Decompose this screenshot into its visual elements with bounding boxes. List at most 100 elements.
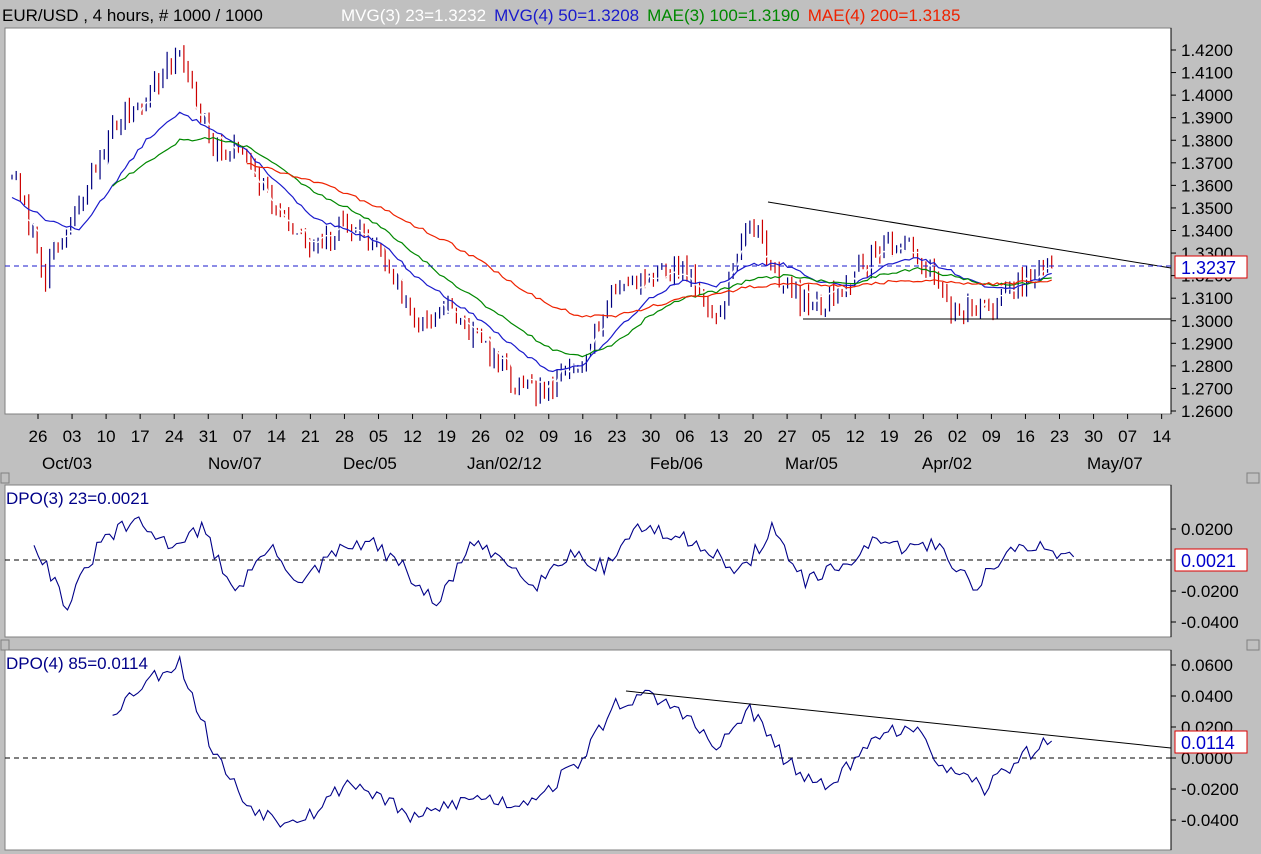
panel-resize-handle-1[interactable] bbox=[1246, 472, 1260, 484]
dpo3-last-value: 0.0021 bbox=[1181, 551, 1236, 571]
dpo3-plot-area[interactable] bbox=[4, 484, 1172, 638]
price-tick-label: 1.4100 bbox=[1181, 64, 1233, 83]
panel-resize-handle-2[interactable] bbox=[1246, 639, 1260, 651]
dpo4-tick-label: -0.0200 bbox=[1181, 780, 1239, 799]
price-tick-label: 1.3900 bbox=[1181, 109, 1233, 128]
chart-header: EUR/USD , 4 hours, # 1000 / 1000 bbox=[2, 6, 263, 25]
date-label: 24 bbox=[165, 427, 184, 446]
month-label: Jan/02/12 bbox=[467, 454, 542, 473]
date-label: 14 bbox=[1152, 427, 1171, 446]
month-label: May/07 bbox=[1087, 454, 1143, 473]
dpo4-last-box bbox=[1174, 730, 1248, 754]
legend-mvg4: MVG(4) 50=1.3208 bbox=[494, 6, 639, 25]
date-label: 05 bbox=[369, 427, 388, 446]
month-label: Feb/06 bbox=[650, 454, 703, 473]
dpo3-tick-label: 0.0200 bbox=[1181, 520, 1233, 539]
date-label: 27 bbox=[778, 427, 797, 446]
dpo4-trendline bbox=[625, 690, 1172, 749]
dpo4-last-value: 0.0114 bbox=[1181, 733, 1235, 753]
month-label: Oct/03 bbox=[42, 454, 92, 473]
date-label: 02 bbox=[948, 427, 967, 446]
dpo3-series bbox=[33, 516, 1075, 611]
price-tick-label: 1.2600 bbox=[1181, 402, 1233, 421]
price-moving-averages bbox=[11, 86, 1052, 389]
panel-resize-handle-0[interactable] bbox=[0, 472, 10, 484]
date-label: 12 bbox=[846, 427, 865, 446]
date-label: 09 bbox=[539, 427, 558, 446]
date-label: 21 bbox=[301, 427, 320, 446]
price-candles bbox=[11, 45, 1053, 407]
panel-resize-handle-3[interactable] bbox=[0, 639, 10, 651]
date-label: 31 bbox=[199, 427, 218, 446]
date-label: 06 bbox=[675, 427, 694, 446]
price-tick-label: 1.3600 bbox=[1181, 176, 1233, 195]
dpo3-tick-label: -0.0400 bbox=[1181, 613, 1239, 632]
price-tick-label: 1.3800 bbox=[1181, 131, 1233, 150]
dpo3-line bbox=[33, 516, 1075, 611]
date-label: 26 bbox=[914, 427, 933, 446]
mae3-line bbox=[112, 136, 1052, 358]
dpo4-tick-label: -0.0400 bbox=[1181, 811, 1239, 830]
legend-mae4: MAE(4) 200=1.3185 bbox=[808, 6, 961, 25]
price-tick-label: 1.2900 bbox=[1181, 334, 1233, 353]
last-price-value: 1.3237 bbox=[1181, 258, 1236, 278]
price-tick-label: 1.2700 bbox=[1181, 379, 1233, 398]
dpo3-tick-label: -0.0200 bbox=[1181, 582, 1239, 601]
month-label: Dec/05 bbox=[343, 454, 397, 473]
price-tick-label: 1.3500 bbox=[1181, 199, 1233, 218]
date-label: 07 bbox=[233, 427, 252, 446]
date-label: 05 bbox=[812, 427, 831, 446]
date-label: 16 bbox=[1016, 427, 1035, 446]
month-label: Apr/02 bbox=[922, 454, 972, 473]
dpo3-axis: 0.0200 -0.0200 -0.0400 bbox=[1170, 485, 1239, 637]
mvg4-line bbox=[11, 111, 1052, 373]
instrument-title: EUR/USD , 4 hours, # 1000 / 1000 bbox=[2, 6, 263, 25]
dpo4-panel[interactable]: DPO(4) 85=0.0114 0.06000.04000.02000.000… bbox=[4, 649, 1248, 851]
date-label: 03 bbox=[63, 427, 82, 446]
dpo4-tick-label: 0.0600 bbox=[1181, 656, 1233, 675]
dpo3-panel[interactable]: DPO(3) 23=0.0021 0.0200 -0.0200 -0.0400 0.… bbox=[4, 484, 1248, 638]
dpo4-series bbox=[112, 654, 1053, 828]
price-tick-label: 1.4200 bbox=[1181, 41, 1233, 60]
price-tick-label: 1.3000 bbox=[1181, 312, 1233, 331]
dpo3-last-box bbox=[1174, 548, 1248, 572]
date-label: 28 bbox=[335, 427, 354, 446]
price-axis: 1.4200 1.4100 1.4000 1.3900 1.3800 1.3700 1.36… bbox=[1170, 28, 1233, 421]
date-label: 12 bbox=[403, 427, 422, 446]
date-label: 26 bbox=[471, 427, 490, 446]
date-label: 13 bbox=[710, 427, 729, 446]
price-tick-label: 1.3700 bbox=[1181, 154, 1233, 173]
date-label: 16 bbox=[573, 427, 592, 446]
date-label: 02 bbox=[505, 427, 524, 446]
price-panel[interactable]: 1.4200 1.4100 1.4000 1.3900 1.3800 1.3700 1.36… bbox=[4, 27, 1248, 473]
price-tick-label: 1.3400 bbox=[1181, 222, 1233, 241]
price-plot-area[interactable] bbox=[4, 27, 1172, 415]
date-label: 26 bbox=[29, 427, 48, 446]
month-label: Mar/05 bbox=[785, 454, 838, 473]
month-label: Nov/07 bbox=[208, 454, 262, 473]
dpo4-line bbox=[112, 654, 1053, 828]
date-label: 10 bbox=[97, 427, 116, 446]
legend-mae3: MAE(3) 100=1.3190 bbox=[647, 6, 800, 25]
price-tick-label: 1.4000 bbox=[1181, 86, 1233, 105]
date-label: 30 bbox=[1084, 427, 1103, 446]
mae4-line bbox=[246, 162, 1052, 318]
date-label: 23 bbox=[1050, 427, 1069, 446]
price-tick-label: 1.2800 bbox=[1181, 357, 1233, 376]
mvg3-line bbox=[11, 86, 1052, 389]
indicator-legend: MVG(3) 23=1.3232 MVG(4) 50=1.3208 MAE(3) 1… bbox=[341, 6, 960, 25]
legend-mvg3: MVG(3) 23=1.3232 bbox=[341, 6, 486, 25]
date-label: 19 bbox=[880, 427, 899, 446]
resistance-trendline bbox=[767, 201, 1172, 269]
date-axis: 26 03 10 17 24 31 07 14 21 28 05 12 19 26 02 09 16 23 30 06… bbox=[29, 414, 1171, 473]
date-label: 07 bbox=[1118, 427, 1137, 446]
dpo4-tick-label: 0.0400 bbox=[1181, 687, 1233, 706]
dpo4-tick-label: 0.0000 bbox=[1181, 749, 1233, 768]
price-tick-label: 1.3100 bbox=[1181, 289, 1233, 308]
date-label: 09 bbox=[982, 427, 1001, 446]
dpo4-title: DPO(4) 85=0.0114 bbox=[6, 654, 148, 673]
date-label: 20 bbox=[744, 427, 763, 446]
dpo3-title: DPO(3) 23=0.0021 bbox=[6, 489, 149, 508]
